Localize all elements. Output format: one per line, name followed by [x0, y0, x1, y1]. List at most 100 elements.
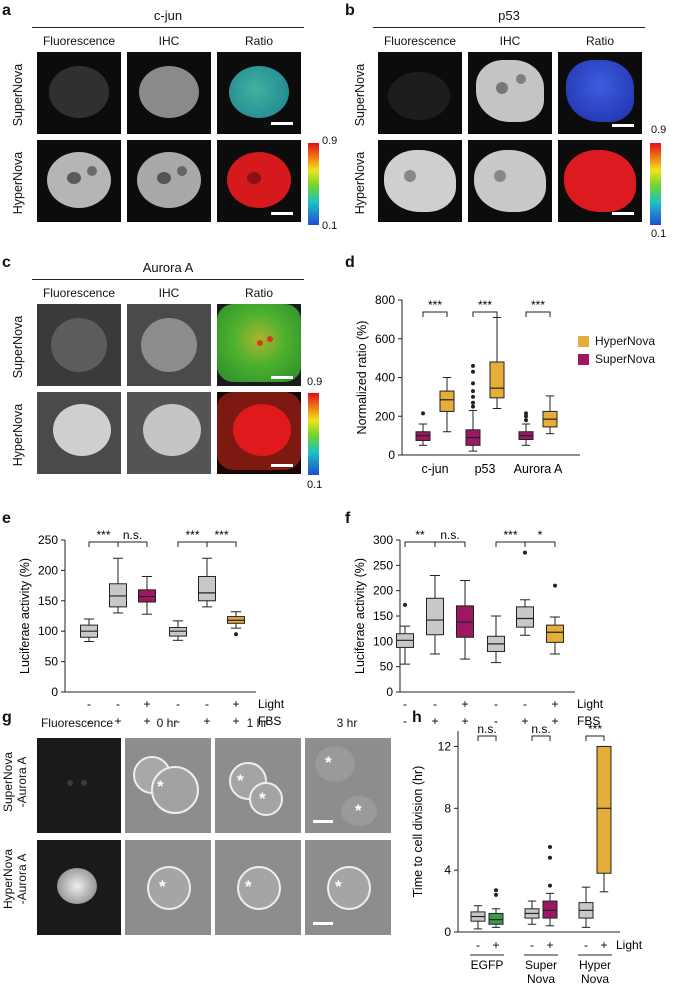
scale-bar — [271, 464, 293, 467]
panel-g-letter: g — [2, 709, 12, 726]
y-tick-label: 150 — [38, 594, 58, 608]
panel-a-image-hyper-ihc — [127, 140, 211, 222]
y-tick-label: 200 — [38, 563, 58, 577]
light-sign: - — [87, 697, 91, 711]
group-label: EGFP — [471, 958, 504, 972]
box — [109, 583, 127, 608]
sig-label: n.s. — [531, 722, 550, 736]
fbs-sign: - — [403, 714, 407, 728]
panel-b-image-super-fluorescence — [378, 52, 462, 134]
y-tick-label: 0 — [444, 925, 451, 939]
fbs-sign: - — [176, 714, 180, 728]
panel-e-letter: e — [2, 510, 11, 527]
box — [169, 627, 187, 637]
y-axis-label: Luciferae activity (%) — [353, 558, 367, 674]
box — [596, 745, 612, 874]
panel-a-colorbar-min: 0.1 — [322, 220, 338, 232]
fbs-sign: - — [494, 714, 498, 728]
sig-bracket — [177, 541, 208, 547]
row-label-fbs: FBS — [258, 714, 281, 728]
scale-bar — [612, 124, 634, 127]
panel-a-title-rule — [32, 27, 304, 28]
box — [138, 589, 156, 603]
light-sign: - — [116, 697, 120, 711]
light-sign: - — [205, 697, 209, 711]
panel-g-image-super-fluorescence — [37, 738, 121, 833]
sig-label: *** — [96, 528, 110, 542]
y-tick-label: 200 — [375, 409, 395, 423]
panel-a-col-ihc: IHC — [158, 34, 180, 48]
light-sign: + — [600, 938, 607, 952]
panel-d-letter: d — [345, 254, 355, 271]
legend-swatch — [578, 335, 589, 347]
panel-b-colorbar-min: 0.1 — [651, 228, 667, 240]
panel-b-row-hypernova: HyperNova — [353, 151, 367, 215]
panel-g-image-super-1hr: * * — [215, 738, 301, 833]
chart-d: 0 200 400 600 800 Normalized ratio (%) c-jun **… — [355, 293, 580, 476]
asterisk: * — [245, 877, 252, 896]
sig-bracket — [585, 735, 605, 741]
row-label-light: Light — [616, 938, 643, 952]
y-tick-label: 0 — [388, 448, 395, 462]
panel-b-image-hyper-fluorescence — [378, 140, 462, 222]
panel-g-row-supernova: SuperNova -Aurora A — [1, 751, 29, 813]
y-tick-label: 800 — [375, 293, 395, 307]
box-outlier — [471, 394, 475, 399]
sig-bracket — [422, 311, 448, 317]
panel-a-col-ratio: Ratio — [244, 34, 273, 48]
sig-label: *** — [428, 298, 442, 312]
panel-b-colorbar — [650, 143, 661, 225]
scale-bar — [612, 212, 634, 215]
y-tick-label: 8 — [444, 801, 451, 815]
panel-b-image-super-ihc — [468, 52, 552, 134]
panel-g-image-hyper-0hr: * — [125, 840, 211, 935]
y-tick-label: 12 — [438, 739, 452, 753]
panel-c-col-ratio: Ratio — [244, 286, 273, 300]
sig-label: *** — [503, 528, 517, 542]
row-label-light: Light — [258, 697, 285, 711]
scale-bar — [313, 820, 333, 823]
asterisk: * — [335, 877, 342, 896]
light-sign: + — [546, 938, 553, 952]
sig-label: *** — [478, 298, 492, 312]
sig-label: n.s. — [477, 722, 496, 736]
panel-c-title: Aurora A — [142, 260, 194, 275]
panel-g-col-1hr: 1 hr — [246, 716, 268, 730]
panel-g-col-3hr: 3 hr — [336, 716, 358, 730]
panel-c-colorbar-max: 0.9 — [307, 376, 323, 388]
light-sign: - — [523, 697, 527, 711]
panel-c-title-rule — [32, 279, 304, 280]
y-axis-label: Normalized ratio (%) — [355, 321, 369, 435]
box-outlier — [524, 418, 528, 423]
y-axis-label: Luciferae activity (%) — [18, 558, 32, 674]
box — [542, 900, 558, 919]
box — [488, 912, 504, 925]
fbs-sign: + — [431, 714, 438, 728]
y-tick-label: 400 — [375, 371, 395, 385]
panel-b-col-fluorescence: Fluorescence — [383, 34, 457, 48]
row-label-fbs: FBS — [577, 714, 600, 728]
box-outlier — [471, 369, 475, 374]
panel-h-letter: h — [412, 709, 422, 726]
box-outlier — [403, 602, 407, 607]
light-sign: + — [551, 697, 558, 711]
sig-label: *** — [214, 528, 228, 542]
panel-a-image-super-ratio — [217, 52, 301, 134]
group-label: Super — [525, 958, 557, 972]
light-sign: - — [584, 938, 588, 952]
asterisk: * — [325, 753, 332, 772]
box-outlier — [234, 632, 238, 637]
light-sign: - — [433, 697, 437, 711]
box — [546, 624, 564, 643]
sig-bracket — [531, 735, 551, 741]
group-label: Nova — [527, 972, 555, 986]
sig-label: *** — [531, 298, 545, 312]
light-sign: - — [176, 697, 180, 711]
sig-bracket — [404, 541, 436, 547]
panel-g-image-hyper-3hr: * — [305, 840, 391, 935]
panel-a-image-super-fluorescence — [37, 52, 121, 134]
x-tick-label: c-jun — [421, 462, 448, 476]
panel-a-image-hyper-fluorescence — [37, 140, 121, 222]
y-tick-label: 4 — [444, 863, 451, 877]
sig-bracket — [524, 541, 556, 547]
